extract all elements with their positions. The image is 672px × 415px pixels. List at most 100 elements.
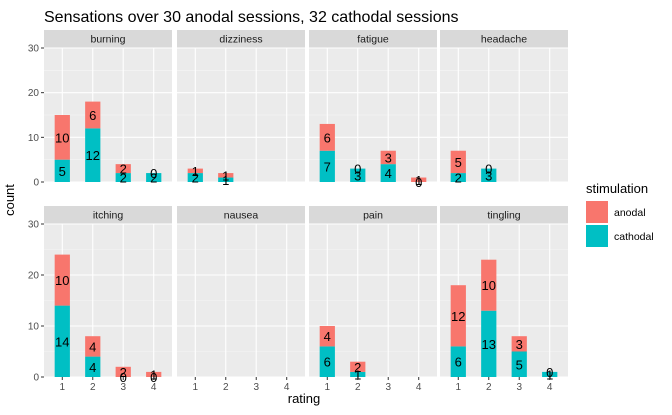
- data-label-anodal: 4: [89, 339, 96, 354]
- legend-label-cathodal: cathodal: [614, 231, 654, 243]
- x-tick-label: 2: [486, 382, 492, 393]
- facet-strip: [309, 206, 437, 224]
- x-tick-label: 3: [120, 382, 126, 393]
- bar-cathodal: [319, 150, 335, 182]
- data-label-cathodal: 2: [192, 171, 199, 186]
- facet-strip: [440, 206, 568, 224]
- data-label-anodal: 2: [120, 365, 127, 380]
- x-tick-label: 2: [355, 382, 361, 393]
- data-label-cathodal: 2: [120, 171, 127, 186]
- data-label-anodal: 0: [485, 162, 492, 177]
- data-label-cathodal: 5: [59, 164, 66, 179]
- facet-title-headache: headache: [481, 34, 527, 46]
- bar-anodal: [187, 168, 203, 174]
- x-tick-label: 1: [456, 382, 462, 393]
- y-tick-label: 20: [28, 271, 40, 282]
- x-tick-label: 1: [60, 382, 66, 393]
- data-label-anodal: 1: [222, 168, 229, 183]
- facet-strip: [440, 30, 568, 48]
- data-label-anodal: 2: [120, 162, 127, 177]
- x-tick-label: 4: [547, 382, 553, 393]
- chart-title: Sensations over 30 anodal sessions, 32 c…: [44, 9, 458, 26]
- data-label-anodal: 5: [455, 155, 462, 170]
- facet-strip: [177, 30, 305, 48]
- facet-title-burning: burning: [90, 34, 125, 46]
- facet-strip: [44, 206, 172, 224]
- bar-cathodal: [146, 173, 162, 182]
- bar-cathodal: [319, 346, 335, 377]
- bar-anodal: [450, 150, 466, 174]
- data-label-anodal: 0: [546, 365, 553, 380]
- data-label-anodal: 2: [354, 360, 361, 375]
- bar-anodal: [380, 150, 396, 165]
- data-label-cathodal: 13: [482, 337, 496, 352]
- data-label-cathodal: 1: [354, 367, 361, 382]
- bar-anodal: [350, 361, 366, 372]
- data-label-cathodal: 12: [86, 148, 100, 163]
- data-label-anodal: 1: [150, 367, 157, 382]
- x-tick-label: 3: [516, 382, 522, 393]
- facet-title-tingling: tingling: [487, 210, 520, 222]
- data-label-cathodal: 2: [455, 171, 462, 186]
- facet-title-itching: itching: [93, 210, 124, 222]
- bar-cathodal: [450, 173, 466, 182]
- legend-key-anodal: [586, 201, 608, 223]
- bar-anodal: [146, 371, 162, 377]
- facet-strip: [309, 30, 437, 48]
- x-tick-label: 3: [385, 382, 391, 393]
- bar-anodal: [85, 101, 101, 129]
- bar-anodal: [85, 336, 101, 357]
- facet-strip: [44, 30, 172, 48]
- data-label-anodal: 10: [482, 278, 496, 293]
- x-tick-label: 4: [284, 382, 290, 393]
- x-tick-label: 3: [253, 382, 259, 393]
- data-label-cathodal: 7: [324, 159, 331, 174]
- bar-cathodal: [450, 346, 466, 377]
- bar-anodal: [511, 336, 527, 352]
- facet-headache: headache 25 30: [440, 30, 568, 186]
- data-label-cathodal: 14: [55, 334, 69, 349]
- bar-cathodal: [85, 128, 101, 182]
- legend-key-cathodal: [586, 225, 608, 247]
- bar-anodal: [115, 164, 131, 174]
- bar-cathodal: [115, 173, 131, 182]
- bar-cathodal: [542, 371, 558, 377]
- data-label-cathodal: 6: [455, 355, 462, 370]
- bar-cathodal: [481, 310, 497, 377]
- bar-anodal: [115, 366, 131, 377]
- bar-anodal: [54, 254, 70, 306]
- legend-label-anodal: anodal: [614, 207, 646, 219]
- data-label-cathodal: 0: [415, 175, 422, 190]
- bar-cathodal: [481, 168, 497, 182]
- data-label-anodal: 1: [415, 173, 422, 188]
- x-tick-label: 1: [325, 382, 331, 393]
- bar-anodal: [411, 177, 427, 182]
- bar-cathodal: [54, 305, 70, 377]
- data-label-cathodal: 5: [516, 357, 523, 372]
- data-label-cathodal: 6: [324, 355, 331, 370]
- facet-title-pain: pain: [363, 210, 383, 222]
- x-axis-title: rating: [288, 391, 321, 406]
- facet-title-nausea: nausea: [224, 210, 259, 222]
- data-label-anodal: 4: [324, 329, 331, 344]
- data-label-anodal: 6: [324, 130, 331, 145]
- data-label-anodal: 12: [451, 309, 465, 324]
- facet-title-fatigue: fatigue: [357, 34, 389, 46]
- bar-cathodal: [54, 159, 70, 182]
- facet-title-dizziness: dizziness: [219, 34, 262, 46]
- data-label-anodal: 3: [516, 337, 523, 352]
- data-label-anodal: 10: [55, 273, 69, 288]
- facet-nausea: nausea 1 2 3 4: [177, 206, 305, 393]
- y-tick-label: 30: [28, 220, 40, 231]
- bar-cathodal: [511, 351, 527, 377]
- y-axis-title: count: [2, 184, 17, 216]
- bar-anodal: [319, 123, 335, 151]
- bar-cathodal: [350, 371, 366, 377]
- x-tick-label: 1: [193, 382, 199, 393]
